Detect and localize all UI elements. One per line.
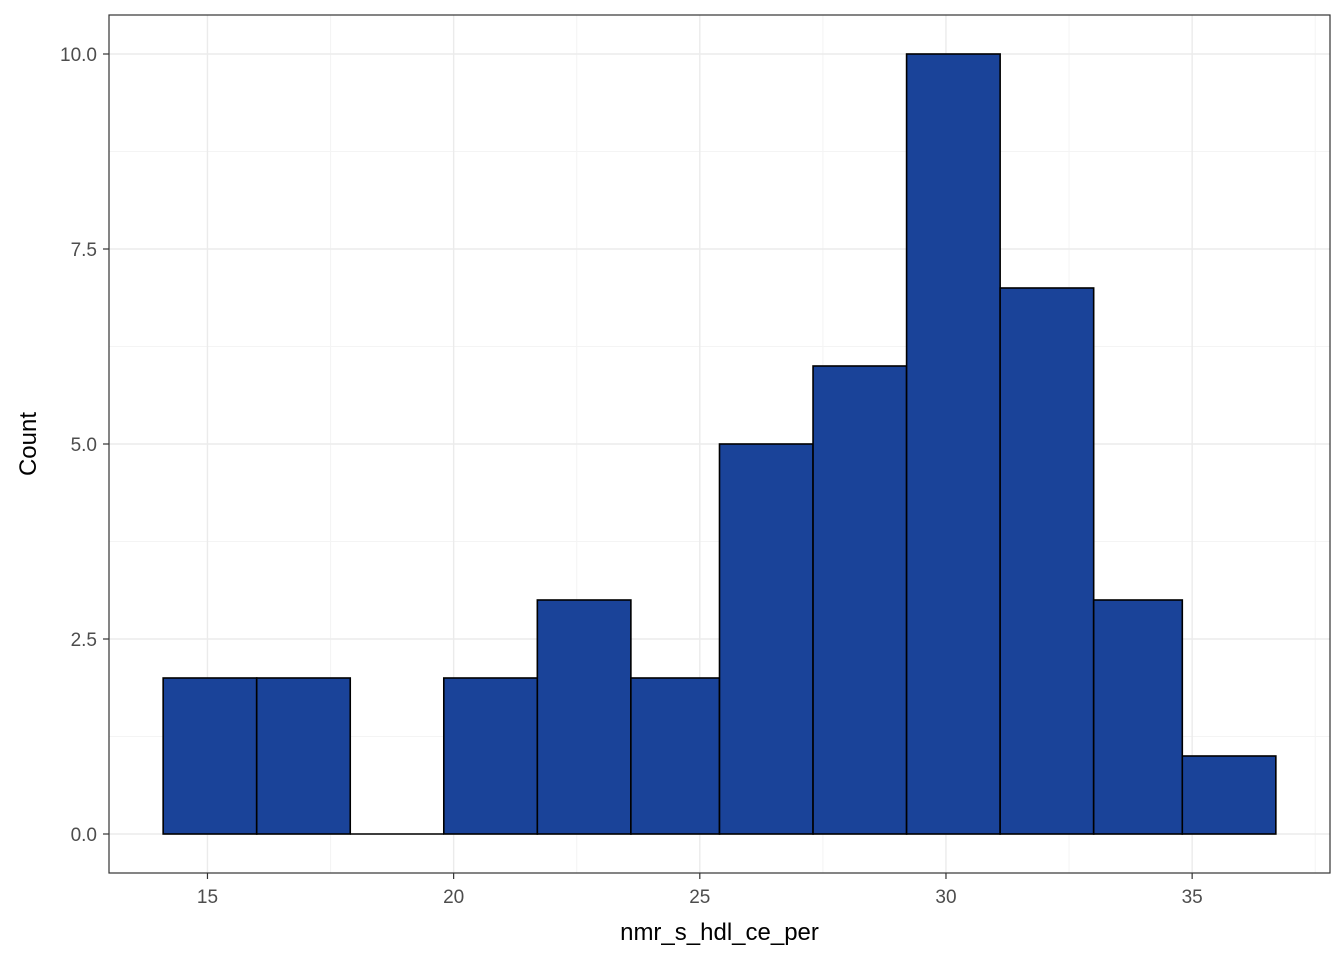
x-tick-label: 25 [689,887,710,908]
histogram-bar [1181,755,1277,835]
x-axis-title: nmr_s_hdl_ce_per [620,919,819,946]
y-tick-label: 0.0 [71,825,97,846]
y-axis-ticks: 0.0 2.5 5.0 7.5 10.0 [60,45,109,846]
y-tick-label: 10.0 [60,45,97,66]
y-axis-title: Count [15,412,42,476]
y-tick-label: 5.0 [71,435,97,456]
x-tick-label: 15 [197,887,218,908]
histogram-bar [255,677,352,835]
x-tick-label: 35 [1182,887,1203,908]
x-tick-label: 20 [443,887,464,908]
histogram-bar [999,287,1095,835]
x-axis-ticks: 15 20 25 30 35 [197,873,1203,908]
histogram-bar [536,599,632,835]
y-tick-label: 7.5 [71,240,97,261]
histogram-bar [905,53,1001,835]
histogram-bars [162,53,1277,835]
histogram-bar [162,677,258,835]
y-tick-label: 2.5 [71,630,97,651]
x-tick-label: 30 [935,887,956,908]
histogram-bar [442,677,539,835]
histogram-bar [812,365,908,835]
histogram-bar [1092,599,1184,835]
histogram-bar [630,677,721,835]
histogram-bar [718,443,814,835]
